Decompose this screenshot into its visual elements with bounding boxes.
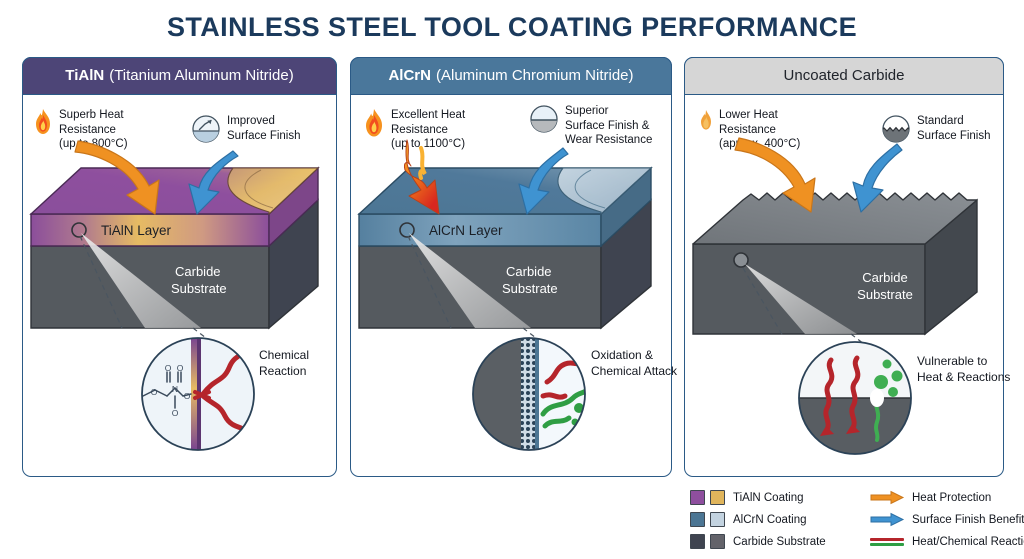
alcrn-block-diagram: AlCrN Layer Carbide Substrate <box>357 139 653 451</box>
legend: TiAlN Coating AlCrN Coating Carbide Subs… <box>690 488 1024 554</box>
feature-finish-uncoated: Standard Surface Finish <box>881 114 991 144</box>
panel-alcrn-body: Excellent Heat Resistance (up to 1100°C)… <box>351 96 677 478</box>
tialn-substrate-label-1: Carbide <box>175 264 221 279</box>
finish-arrow-alcrn <box>518 147 569 215</box>
finish-arrow-uncoated <box>852 143 903 213</box>
legend-row-carbide: Carbide Substrate <box>690 532 826 551</box>
panel-uncoated-title: Uncoated Carbide <box>783 67 905 85</box>
legend-row-surface-benefit: Surface Finish Benefit <box>870 510 1024 529</box>
legend-row-heat-protection: Heat Protection <box>870 488 991 507</box>
alcrn-layer-label: AlCrN Layer <box>429 223 503 238</box>
flame-icon <box>33 108 53 138</box>
feature-finish-tialn: Improved Surface Finish <box>191 114 301 144</box>
legend-label-reaction: Heat/Chemical Reaction <box>912 535 1024 548</box>
page-title: STAINLESS STEEL TOOL COATING PERFORMANCE <box>166 12 858 42</box>
panel-alcrn-abbr: AlCrN <box>388 67 431 85</box>
heat-arrow-tialn <box>74 140 160 215</box>
panel-alcrn: AlCrN (Aluminum Chromium Nitride) Excell… <box>349 56 677 478</box>
panel-uncoated-header: Uncoated Carbide <box>683 56 1005 95</box>
legend-row-alcrn: AlCrN Coating <box>690 510 807 529</box>
feature-finish-uncoated-text: Standard Surface Finish <box>917 115 991 142</box>
heat-flame-arrow-alcrn <box>404 139 440 215</box>
panel-uncoated-carbide: Uncoated Carbide Lower Heat Resistance (… <box>683 56 1010 478</box>
legend-label-tialn: TiAlN Coating <box>733 491 804 504</box>
legend-label-heat-protection: Heat Protection <box>912 491 992 504</box>
alcrn-magnifier <box>472 337 586 451</box>
alcrn-zoom-label: Oxidation & Chemical Attack <box>591 348 678 378</box>
flame-icon <box>363 108 385 140</box>
panel-uncoated-body: Lower Heat Resistance (approx. 400°C) <box>685 96 1010 478</box>
panel-alcrn-header: AlCrN (Aluminum Chromium Nitride) <box>349 56 673 95</box>
finish-arrow-tialn <box>188 150 239 215</box>
uncoated-substrate-label-1: Carbide <box>862 270 908 285</box>
legend-row-tialn: TiAlN Coating <box>690 488 804 507</box>
legend-swatch-alcrn-dark <box>690 512 705 527</box>
tialn-block-diagram: TiAlN Layer Carbide Substrate <box>29 140 320 451</box>
surface-finish-half-icon <box>529 104 559 134</box>
surface-finish-rough-icon <box>881 114 911 144</box>
tialn-substrate-label-2: Substrate <box>171 281 227 296</box>
alcrn-substrate-label-2: Substrate <box>502 281 558 296</box>
legend-swatch-tialn-light <box>710 490 725 505</box>
svg-text:O: O <box>177 363 184 373</box>
tialn-zoom-marker <box>71 222 87 238</box>
legend-swatch-alcrn-light <box>710 512 725 527</box>
flame-small-icon <box>699 108 713 134</box>
panel-tialn: TiAlN (Titanium Aluminum Nitride) Superb… <box>21 56 338 478</box>
legend-swatch-tialn-dark <box>690 490 705 505</box>
legend-label-surface-benefit: Surface Finish Benefit <box>912 513 1024 526</box>
feature-heat-alcrn-text: Excellent Heat Resistance (up to 1100°C) <box>391 109 466 151</box>
panel-tialn-header: TiAlN (Titanium Aluminum Nitride) <box>21 56 338 95</box>
orange-arrow-icon <box>870 490 905 505</box>
feature-finish-alcrn-text: Superior Surface Finish & Wear Resistanc… <box>565 105 653 147</box>
feature-finish-tialn-text: Improved Surface Finish <box>227 115 301 142</box>
svg-text:O: O <box>165 363 172 373</box>
red-green-bars-icon <box>870 535 904 548</box>
uncoated-substrate-label-2: Substrate <box>857 287 913 302</box>
panel-tialn-fullname: (Titanium Aluminum Nitride) <box>109 67 294 85</box>
legend-label-carbide: Carbide Substrate <box>733 535 826 548</box>
blue-arrow-icon <box>870 512 905 527</box>
svg-text:N: N <box>172 384 178 394</box>
feature-finish-alcrn: Superior Surface Finish & Wear Resistanc… <box>529 104 652 148</box>
svg-text:O: O <box>172 408 179 418</box>
legend-label-alcrn: AlCrN Coating <box>733 513 807 526</box>
uncoated-block-diagram: Carbide Substrate <box>692 137 978 455</box>
svg-text:O: O <box>184 391 191 401</box>
panel-alcrn-fullname: (Aluminum Chromium Nitride) <box>435 67 634 85</box>
alcrn-zoom-marker <box>399 222 415 238</box>
svg-text:O: O <box>151 387 158 397</box>
legend-swatch-carbide-light <box>710 534 725 549</box>
panel-tialn-abbr: TiAlN <box>65 67 105 85</box>
feature-heat-alcrn: Excellent Heat Resistance (up to 1100°C) <box>363 108 465 152</box>
heat-arrow-uncoated <box>734 137 816 213</box>
uncoated-zoom-label: Vulnerable to Heat & Reactions <box>917 354 1011 384</box>
alcrn-substrate-label-1: Carbide <box>506 264 552 279</box>
tialn-magnifier: O O O N O O <box>141 337 255 451</box>
tialn-zoom-label: Chemical Reaction <box>259 348 310 378</box>
surface-finish-arrow-icon <box>191 114 221 144</box>
legend-swatch-carbide-dark <box>690 534 705 549</box>
tialn-layer-label: TiAlN Layer <box>101 223 172 238</box>
legend-row-reaction: Heat/Chemical Reaction <box>870 532 1024 551</box>
uncoated-zoom-marker <box>733 252 749 268</box>
panel-tialn-body: Superb Heat Resistance (up to 800°C) <box>23 96 336 478</box>
uncoated-magnifier <box>798 341 912 455</box>
